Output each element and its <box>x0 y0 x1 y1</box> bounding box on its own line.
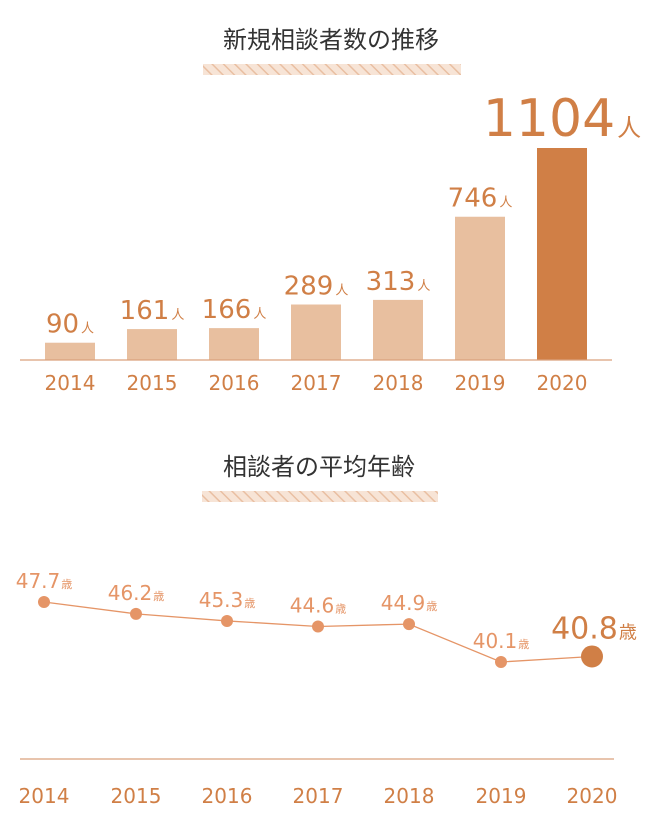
line-chart-title: 相談者の平均年齢 <box>223 453 415 481</box>
line-tick-label: 2018 <box>384 784 435 808</box>
line-tick-label: 2016 <box>202 784 253 808</box>
line-chart-title-underline <box>202 491 438 502</box>
bar-tick-label: 2016 <box>209 371 260 395</box>
point-2014 <box>38 596 50 608</box>
point-2015 <box>130 607 142 620</box>
point-2016 <box>221 614 233 627</box>
bar-chart-title: 新規相談者数の推移 <box>223 26 439 54</box>
bar-value-label: 1104人 <box>483 89 641 149</box>
point-value-label: 47.7歳 <box>16 569 73 593</box>
bar-x-axis-ticks: 2014 2015 2016 2017 2018 2019 2020 <box>45 371 588 395</box>
bar-tick-label: 2015 <box>127 371 178 395</box>
point-value-label: 40.8歳 <box>551 611 637 646</box>
bar-value-label: 161 人 <box>120 296 185 326</box>
bar-value-label: 746 人 <box>448 184 513 214</box>
bar-value-label: 90 人 <box>46 310 94 340</box>
bar-2018 <box>373 299 423 360</box>
bar-tick-label: 2017 <box>291 371 342 395</box>
bar-chart-title-underline <box>203 64 461 75</box>
bar-value-label: 166 人 <box>202 295 267 325</box>
point-2017 <box>312 620 324 633</box>
line-tick-label: 2020 <box>567 784 618 808</box>
point-value-label: 44.9歳 <box>381 591 438 615</box>
bar-2020 <box>537 148 587 360</box>
bar-tick-label: 2018 <box>373 371 424 395</box>
bar-2017 <box>291 304 341 360</box>
line-x-axis-ticks: 2014 2015 2016 2017 2018 2019 2020 <box>19 784 618 808</box>
bar-value-label: 313 人 <box>366 267 431 297</box>
bars: 90 人 161 人 166 人 289 人 313 人 746 人 1104人 <box>45 89 641 360</box>
point-2018 <box>403 618 415 631</box>
point-value-label: 45.3歳 <box>199 588 256 612</box>
point-value-label: 44.6歳 <box>290 593 347 617</box>
line-tick-label: 2019 <box>476 784 527 808</box>
bar-2016 <box>209 328 259 360</box>
bar-chart: 新規相談者数の推移 90 人 161 人 166 人 289 人 313 人 746 人 1104人 2… <box>20 26 641 395</box>
bar-value-label: 289 人 <box>284 272 349 302</box>
point-2020 <box>581 645 603 668</box>
line-tick-label: 2015 <box>111 784 162 808</box>
line-series: 47.7歳 46.2歳 45.3歳 44.6歳 44.9歳 40.1歳 40.8歳 <box>16 569 637 668</box>
bar-tick-label: 2014 <box>45 371 96 395</box>
point-value-label: 46.2歳 <box>108 581 165 605</box>
point-2019 <box>495 656 507 668</box>
line-tick-label: 2014 <box>19 784 70 808</box>
bar-2015 <box>127 329 177 360</box>
bar-tick-label: 2020 <box>537 371 588 395</box>
bar-2019 <box>455 216 505 360</box>
bar-2014 <box>45 342 95 360</box>
line-tick-label: 2017 <box>293 784 344 808</box>
point-value-label: 40.1歳 <box>473 629 530 653</box>
bar-tick-label: 2019 <box>455 371 506 395</box>
